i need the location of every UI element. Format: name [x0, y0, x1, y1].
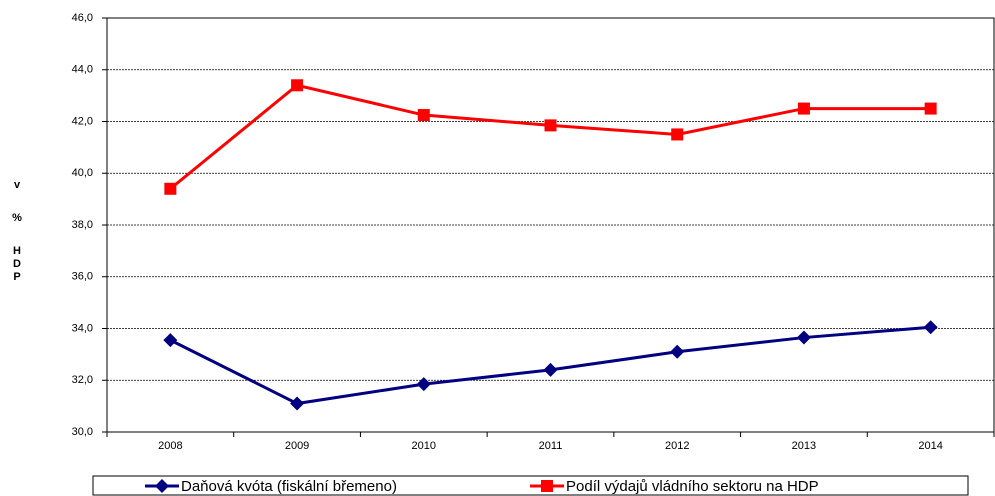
legend-marker — [155, 479, 169, 493]
y-tick-label: 36,0 — [72, 271, 93, 283]
x-tick-label: 2008 — [158, 440, 182, 452]
y-tick-label: 30,0 — [72, 426, 93, 438]
y-tick-label: 34,0 — [72, 322, 93, 334]
y-tick-label: 38,0 — [72, 219, 93, 231]
marker — [291, 79, 304, 92]
x-tick-label: 2012 — [665, 440, 689, 452]
marker — [163, 333, 178, 348]
y-tick-label: 44,0 — [72, 64, 93, 76]
y-tick-label: 32,0 — [72, 374, 93, 386]
x-tick-label: 2014 — [918, 440, 942, 452]
x-tick-label: 2009 — [285, 440, 309, 452]
x-tick-label: 2013 — [792, 440, 816, 452]
y-tick-label: 46,0 — [72, 12, 93, 24]
y-tick-label: 42,0 — [72, 115, 93, 127]
legend-marker — [541, 480, 553, 492]
marker — [670, 344, 685, 359]
marker — [923, 320, 938, 335]
marker — [164, 182, 177, 195]
marker — [796, 330, 811, 345]
legend-label: Daňová kvóta (fiskální břemeno) — [181, 478, 397, 495]
marker — [797, 102, 810, 115]
marker — [544, 119, 557, 132]
x-tick-label: 2011 — [539, 440, 563, 452]
legend: Daňová kvóta (fiskální břemeno) Podíl výd… — [92, 475, 969, 496]
x-tick-label: 2010 — [412, 440, 436, 452]
legend-label: Podíl výdajů vládního sektoru na HDP — [566, 478, 819, 495]
marker — [924, 102, 937, 115]
y-tick-label: 40,0 — [72, 167, 93, 179]
marker — [416, 377, 431, 392]
marker — [290, 396, 305, 411]
marker — [671, 128, 684, 141]
marker — [543, 362, 558, 377]
marker — [417, 109, 430, 122]
